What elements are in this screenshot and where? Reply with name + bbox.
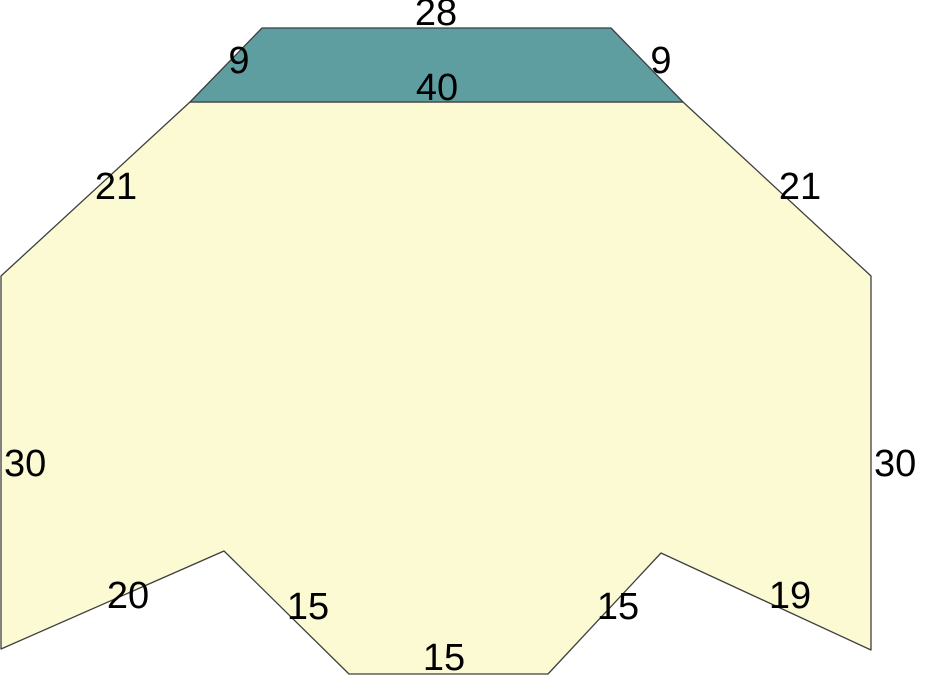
svg-text:30: 30 (874, 443, 916, 485)
svg-text:9: 9 (228, 40, 249, 82)
svg-text:9: 9 (650, 40, 671, 82)
svg-text:19: 19 (769, 575, 811, 617)
svg-text:40: 40 (416, 67, 458, 109)
svg-text:21: 21 (95, 166, 137, 208)
svg-text:21: 21 (779, 166, 821, 208)
svg-text:30: 30 (4, 443, 46, 485)
svg-text:15: 15 (597, 586, 639, 628)
svg-text:28: 28 (415, 0, 457, 34)
svg-text:20: 20 (107, 575, 149, 617)
svg-text:15: 15 (287, 586, 329, 628)
svg-text:15: 15 (423, 637, 465, 679)
